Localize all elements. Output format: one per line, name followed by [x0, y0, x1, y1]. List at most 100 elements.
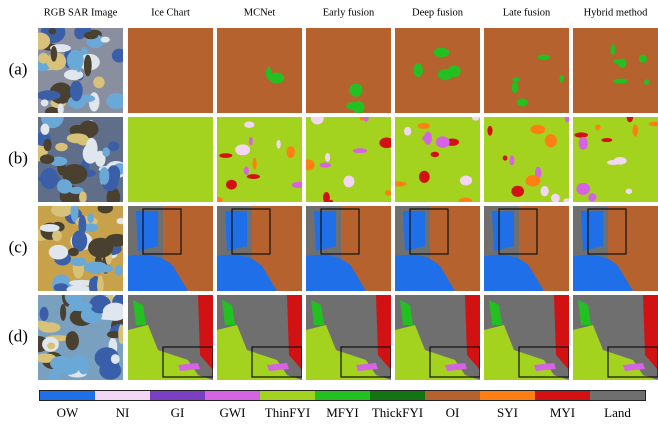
region [84, 262, 108, 274]
image-cell [391, 114, 480, 204]
image-cell [128, 206, 213, 291]
region [88, 238, 113, 258]
region [226, 180, 237, 190]
cell-content [484, 28, 569, 113]
image-cell [217, 206, 302, 291]
region [40, 124, 49, 135]
region [84, 31, 98, 39]
region [117, 218, 125, 224]
map [128, 28, 213, 113]
region [574, 132, 588, 137]
region [93, 76, 104, 88]
cell-content [302, 112, 394, 204]
region [44, 139, 52, 152]
region [329, 200, 333, 204]
legend-swatch [150, 391, 205, 400]
row-label: (a) [9, 59, 28, 78]
region [343, 176, 354, 188]
legend-swatch [480, 391, 535, 400]
legend-label: OI [446, 405, 460, 420]
row-label: (c) [9, 237, 28, 256]
legend-label: MYI [550, 405, 575, 420]
image-cell [28, 286, 135, 387]
region [576, 183, 590, 195]
image-cell [30, 106, 127, 208]
region [601, 138, 612, 142]
region [613, 59, 622, 63]
region [253, 158, 257, 170]
map [306, 117, 391, 202]
cell-content [30, 106, 127, 208]
legend-swatch [425, 391, 480, 400]
cell-content [573, 206, 658, 291]
image-cell [128, 295, 213, 380]
region [37, 90, 61, 100]
cell-content [484, 112, 571, 203]
region [97, 276, 104, 295]
region [517, 98, 528, 106]
cell-content [30, 21, 127, 116]
region [639, 55, 647, 63]
region [512, 78, 520, 82]
region [292, 182, 307, 188]
cell-content [573, 295, 658, 380]
image-cell [128, 28, 213, 113]
region [244, 166, 249, 174]
region [47, 342, 55, 349]
region [54, 283, 69, 292]
region [632, 125, 638, 137]
map [217, 28, 302, 113]
region [98, 203, 113, 214]
image-cell [484, 295, 569, 380]
legend-swatch [315, 391, 370, 400]
cell-content [217, 295, 302, 380]
image-cell [31, 201, 128, 295]
cell-content [212, 117, 307, 203]
region [112, 49, 127, 63]
region [68, 248, 79, 256]
legend-label: SYI [497, 405, 518, 420]
cell-content [573, 28, 658, 113]
region [60, 304, 66, 321]
cell-content [573, 112, 658, 202]
region [247, 174, 260, 179]
image-cell [484, 206, 569, 291]
region [438, 69, 453, 80]
cell-content [31, 201, 128, 295]
legend-label: MFYI [326, 405, 359, 420]
region [57, 179, 72, 193]
cell-content [395, 295, 480, 380]
legend-label: NI [116, 405, 130, 420]
image-cell [484, 28, 569, 113]
region [108, 141, 119, 151]
region [320, 162, 331, 167]
region [613, 79, 628, 84]
map [128, 117, 213, 202]
region [353, 101, 365, 113]
region [563, 198, 570, 203]
cell-content [217, 28, 302, 113]
legend-label: GI [171, 405, 185, 420]
image-cell [484, 112, 571, 203]
region [69, 301, 93, 311]
region [39, 322, 61, 332]
legend-swatch [205, 391, 260, 400]
region [235, 144, 250, 155]
region [413, 63, 423, 77]
region [269, 73, 284, 84]
image-cell [306, 295, 391, 380]
region [40, 307, 49, 321]
region [418, 123, 430, 129]
region [434, 48, 450, 58]
image-cell [302, 112, 394, 204]
legend-swatch [370, 391, 425, 400]
map [306, 28, 391, 113]
map [484, 117, 569, 202]
region [84, 55, 92, 77]
region [49, 245, 69, 260]
column-header: RGB SAR Image [44, 7, 118, 18]
region [419, 171, 430, 183]
region [38, 53, 49, 64]
region [40, 224, 60, 232]
region [87, 213, 94, 222]
